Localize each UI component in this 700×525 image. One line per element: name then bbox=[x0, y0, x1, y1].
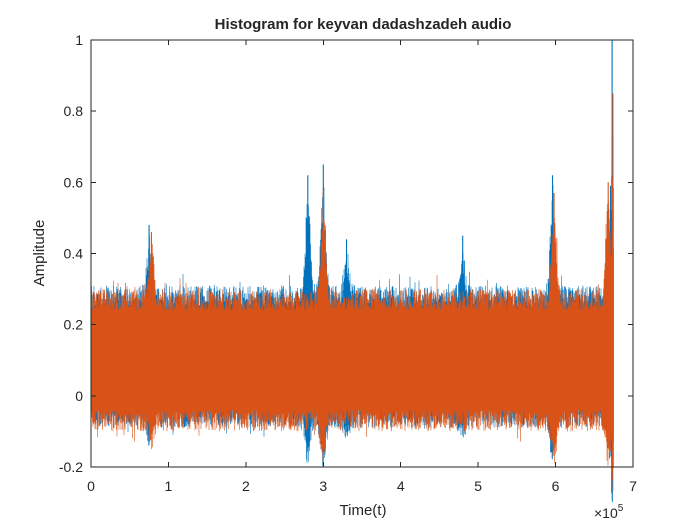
x-axis-exponent-base: ×10 bbox=[594, 505, 618, 521]
x-axis-exponent-power: 5 bbox=[618, 503, 624, 514]
y-tick-label: 0 bbox=[75, 388, 83, 404]
axes: 0 1 2 3 4 5 6 7-0.200.20.40.60.81 bbox=[59, 32, 637, 494]
x-tick-label: 1 bbox=[165, 478, 173, 494]
x-tick-label: 3 bbox=[319, 478, 327, 494]
y-tick-label: 0.6 bbox=[64, 174, 84, 190]
y-tick-label: 0.4 bbox=[64, 246, 84, 262]
series-layer bbox=[90, 40, 614, 503]
x-axis-exponent: ×105 bbox=[594, 503, 624, 521]
y-tick-label: 0.8 bbox=[64, 103, 84, 119]
x-tick-label: 6 bbox=[552, 478, 560, 494]
x-tick-label: 2 bbox=[242, 478, 250, 494]
x-tick-label: 5 bbox=[474, 478, 482, 494]
x-tick-label: 4 bbox=[397, 478, 405, 494]
x-tick-label: 0 bbox=[87, 478, 95, 494]
y-tick-label: -0.2 bbox=[59, 459, 83, 475]
series-2-line bbox=[90, 136, 614, 492]
y-axis-label: Amplitude bbox=[31, 220, 48, 287]
chart-title: Histogram for keyvan dadashzadeh audio bbox=[215, 16, 512, 33]
y-tick-label: 0.2 bbox=[64, 317, 84, 333]
x-axis-label: Time(t) bbox=[340, 502, 387, 519]
y-tick-label: 1 bbox=[75, 32, 83, 48]
x-tick-label: 7 bbox=[629, 478, 637, 494]
